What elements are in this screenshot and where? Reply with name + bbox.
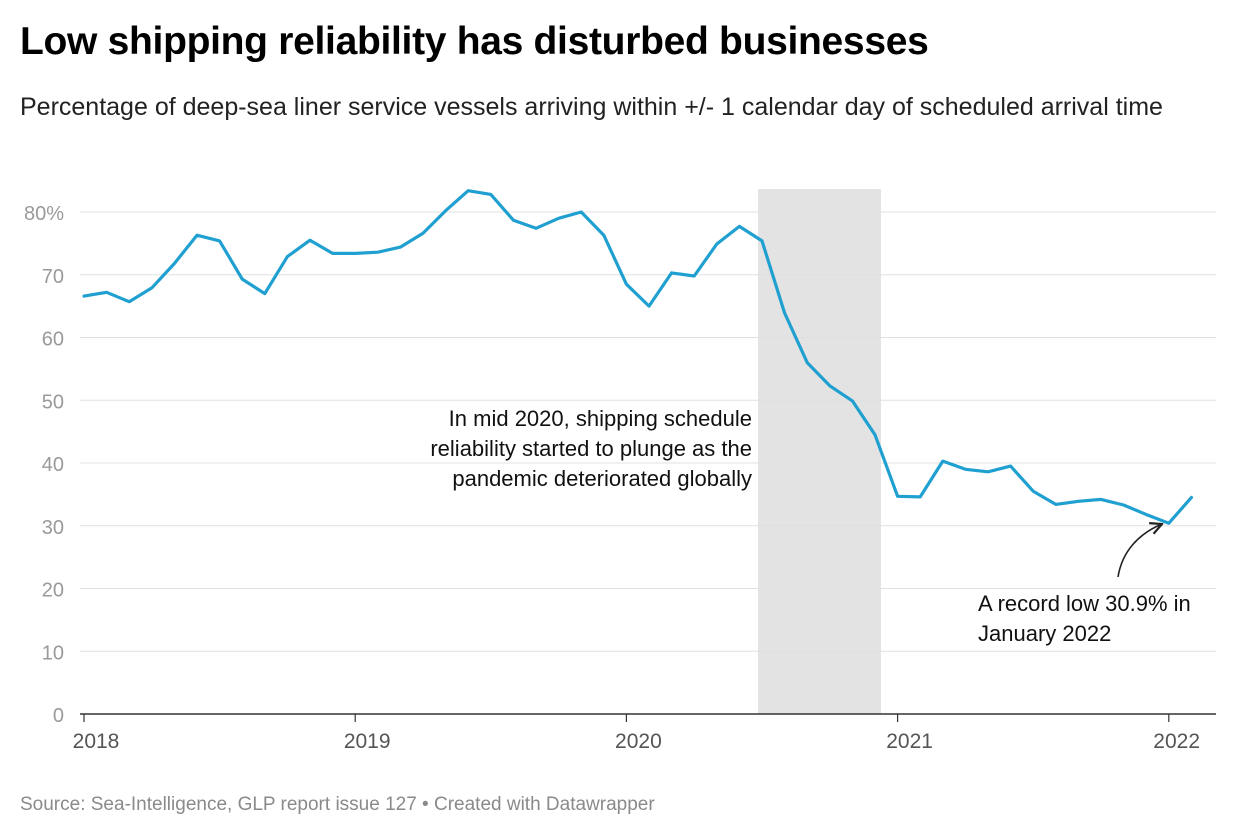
record-low-arrow	[1117, 524, 1162, 578]
y-axis-ticks: 0 10 20 30 40 50 60 70 80%	[24, 203, 64, 727]
x-axis-ticks: 2018 2019 2020 2021 2022	[73, 714, 1200, 753]
pandemic-highlight-band	[758, 189, 881, 714]
mid-2020-annotation: In mid 2020, shipping schedule reliabili…	[430, 404, 752, 494]
annotation-line: January 2022	[978, 621, 1112, 646]
y-tick-label: 50	[42, 391, 64, 413]
annotation-line: In mid 2020, shipping schedule	[448, 406, 752, 431]
x-tick-label: 2020	[615, 730, 662, 753]
y-tick-label: 70	[42, 266, 64, 288]
gridlines	[80, 211, 1216, 715]
reliability-line	[82, 189, 1194, 525]
y-tick-label: 10	[42, 642, 64, 664]
annotation-line: reliability started to plunge as the	[430, 436, 752, 461]
record-low-annotation: A record low 30.9% in January 2022	[978, 589, 1191, 649]
y-tick-label: 60	[42, 329, 64, 351]
annotation-line: A record low 30.9% in	[978, 591, 1191, 616]
reliability-series	[82, 189, 1194, 525]
chart-subtitle: Percentage of deep-sea liner service ves…	[20, 93, 1163, 121]
x-tick-label: 2018	[73, 730, 120, 753]
y-tick-label: 0	[53, 705, 64, 727]
x-tick-label: 2019	[344, 730, 391, 753]
y-tick-label: 20	[42, 580, 64, 602]
y-tick-label: 30	[42, 517, 64, 539]
source-note: Source: Sea-Intelligence, GLP report iss…	[20, 794, 655, 815]
y-tick-label: 80%	[24, 203, 64, 225]
y-tick-label: 40	[42, 454, 64, 476]
highlight-band-rect	[758, 189, 881, 714]
annotation-line: pandemic deteriorated globally	[452, 466, 752, 491]
chart-title: Low shipping reliability has disturbed b…	[20, 20, 929, 63]
x-tick-label: 2021	[886, 730, 933, 753]
x-tick-label: 2022	[1153, 730, 1200, 753]
